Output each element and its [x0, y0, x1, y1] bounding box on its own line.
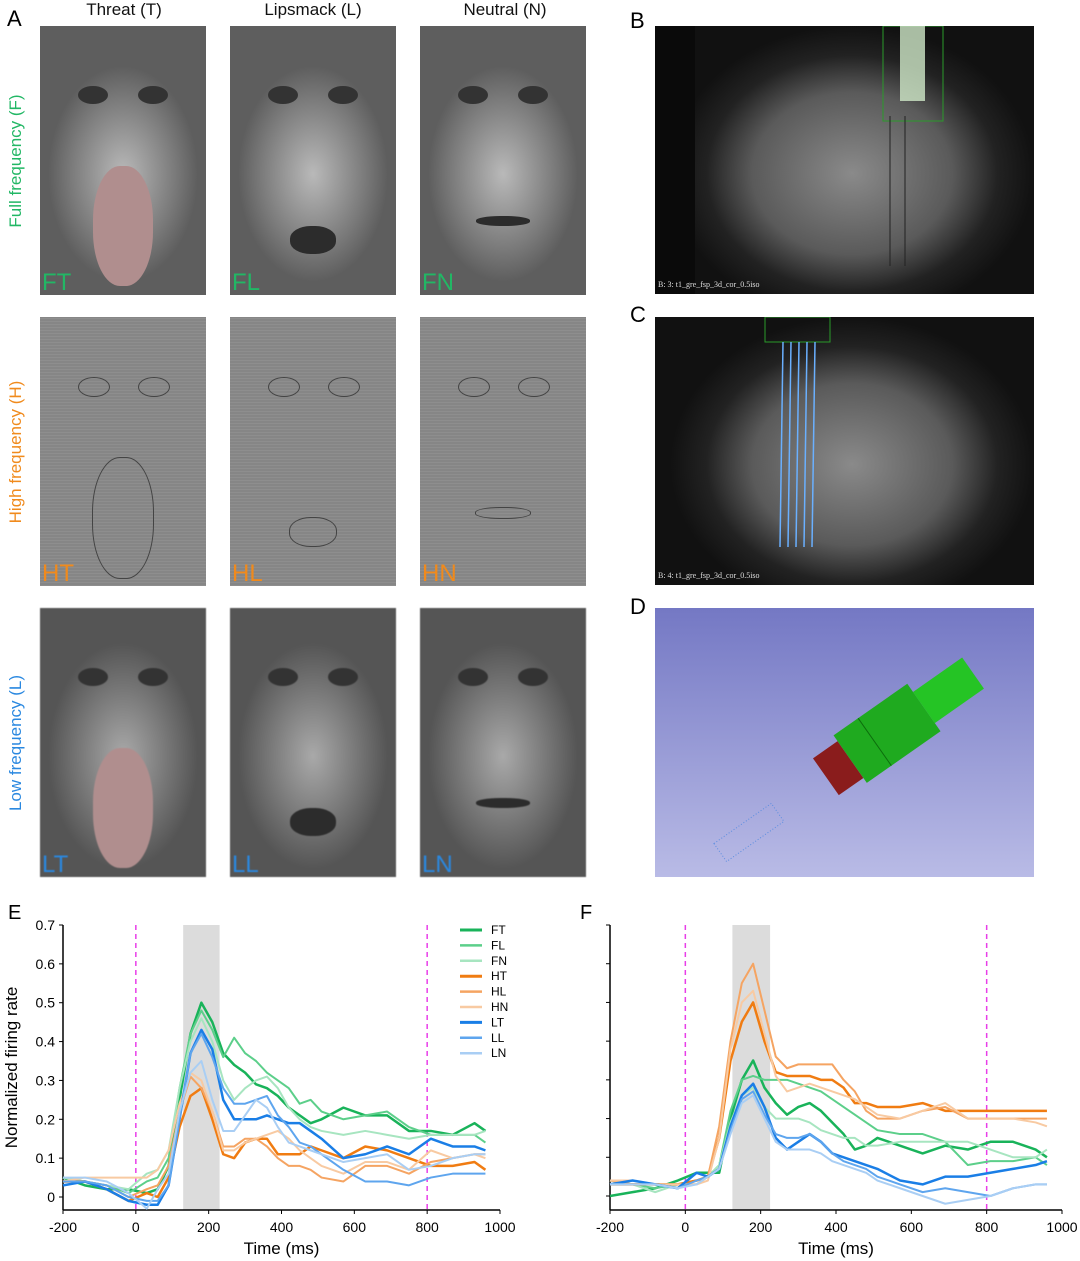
- y-tick-label: 0.7: [36, 917, 56, 933]
- x-tick-label: 400: [270, 1219, 294, 1235]
- response-window-shading: [732, 925, 771, 1210]
- face-image-ft: FT: [40, 26, 206, 295]
- y-tick-label: 0.1: [36, 1150, 56, 1166]
- image-label: HL: [232, 560, 263, 586]
- series-line-lt: [62, 1028, 486, 1207]
- panel-label-a: A: [7, 6, 22, 31]
- series-line-ll: [610, 1090, 1047, 1197]
- series-line-hl: [63, 1075, 486, 1198]
- series-line-ft: [609, 1059, 1048, 1198]
- image-label: FN: [422, 269, 454, 295]
- image-label: FT: [42, 269, 72, 295]
- image-label: LN: [422, 851, 453, 877]
- mri-image-b: B: 3: t1_gre_fsp_3d_cor_0.5iso: [655, 26, 1034, 294]
- x-tick-label: 400: [824, 1219, 848, 1235]
- series-line-ln: [63, 1060, 486, 1210]
- series-line-ln: [610, 1094, 1047, 1205]
- x-tick-label: 1000: [1046, 1219, 1077, 1235]
- x-tick-label: 0: [681, 1219, 689, 1235]
- y-axis-label: Normalized firing rate: [2, 987, 21, 1149]
- response-window-shading: [183, 925, 220, 1210]
- column-header-neutral: Neutral (N): [463, 0, 547, 19]
- image-label: FL: [232, 269, 261, 295]
- panel-label-f: F: [580, 902, 593, 924]
- face-image-hl: HL: [230, 317, 396, 586]
- legend-label: HN: [491, 1000, 508, 1014]
- x-tick-label: 800: [415, 1219, 439, 1235]
- face-image-ht: HT: [40, 317, 206, 586]
- electrode-track-overlay: [882, 26, 944, 266]
- series-line-hn: [610, 989, 1048, 1186]
- y-tick-label: 0.5: [36, 995, 56, 1011]
- legend-label: LL: [491, 1031, 505, 1045]
- legend-label: FT: [491, 923, 506, 937]
- series-line-fl: [609, 1074, 1048, 1190]
- x-tick-label: 600: [900, 1219, 924, 1235]
- x-tick-label: 600: [343, 1219, 367, 1235]
- face-image-lt: LT: [40, 608, 206, 877]
- x-tick-label: -200: [49, 1219, 77, 1235]
- column-header-threat: Threat (T): [86, 0, 162, 19]
- legend-label: HL: [491, 985, 507, 999]
- series-line-ll: [63, 1032, 486, 1202]
- series-line-hn: [62, 1071, 486, 1183]
- y-tick-label: 0.3: [36, 1072, 56, 1088]
- face-image-fl: FL: [230, 26, 396, 295]
- legend-label: FL: [491, 938, 505, 952]
- panel-label-b: B: [630, 8, 645, 33]
- series-line-fn: [62, 1017, 486, 1191]
- x-tick-label: 200: [749, 1219, 773, 1235]
- x-tick-label: 800: [975, 1219, 999, 1235]
- panel-label-e: E: [8, 902, 22, 924]
- face-image-fn: FN: [420, 26, 586, 295]
- series-line-fn: [609, 1086, 1048, 1194]
- series-line-ht: [610, 1001, 1047, 1186]
- x-axis-label: Time (ms): [798, 1239, 874, 1258]
- x-tick-label: 0: [132, 1219, 140, 1235]
- column-header-lipsmack: Lipsmack (L): [264, 0, 362, 19]
- mri-image-c: B: 4: t1_gre_fsp_3d_cor_0.5iso: [655, 317, 1034, 585]
- legend-label: FN: [491, 954, 507, 968]
- y-tick-label: 0.6: [36, 956, 56, 972]
- y-tick-label: 0.4: [36, 1034, 56, 1050]
- face-image-ll: LL: [230, 608, 396, 877]
- series-line-ht: [63, 1086, 487, 1203]
- x-axis-label: Time (ms): [244, 1239, 320, 1258]
- panel-label-c: C: [630, 302, 646, 327]
- row-label: High frequency (H): [6, 380, 25, 524]
- image-label: LL: [232, 851, 259, 877]
- electrode-track-overlay: [764, 317, 831, 548]
- row-label: Low frequency (L): [6, 674, 25, 812]
- face-image-ln: LN: [420, 608, 586, 877]
- y-tick-label: 0: [47, 1189, 55, 1205]
- x-tick-label: -200: [596, 1219, 624, 1235]
- x-tick-label: 200: [197, 1219, 221, 1235]
- mri-caption-c: B: 4: t1_gre_fsp_3d_cor_0.5iso: [658, 571, 760, 580]
- 3d-model-render: [655, 608, 1034, 877]
- image-label: HT: [42, 560, 74, 586]
- image-label: HN: [422, 560, 457, 586]
- legend-label: LT: [491, 1015, 505, 1029]
- series-line-lt: [609, 1082, 1048, 1190]
- legend-label: HT: [491, 969, 508, 983]
- y-tick-label: 0.2: [36, 1111, 56, 1127]
- electrode-drive-model: [713, 657, 984, 863]
- series-line-fl: [62, 1009, 487, 1195]
- image-label: LT: [42, 851, 69, 877]
- face-image-hn: HN: [420, 317, 586, 586]
- mri-caption-b: B: 3: t1_gre_fsp_3d_cor_0.5iso: [658, 280, 760, 289]
- series-line-hl: [609, 962, 1047, 1186]
- panel-label-d: D: [630, 594, 646, 619]
- legend-label: LN: [491, 1046, 506, 1060]
- row-label: Full frequency (F): [6, 94, 25, 228]
- series-line-ft: [62, 1001, 487, 1195]
- x-tick-label: 1000: [484, 1219, 515, 1235]
